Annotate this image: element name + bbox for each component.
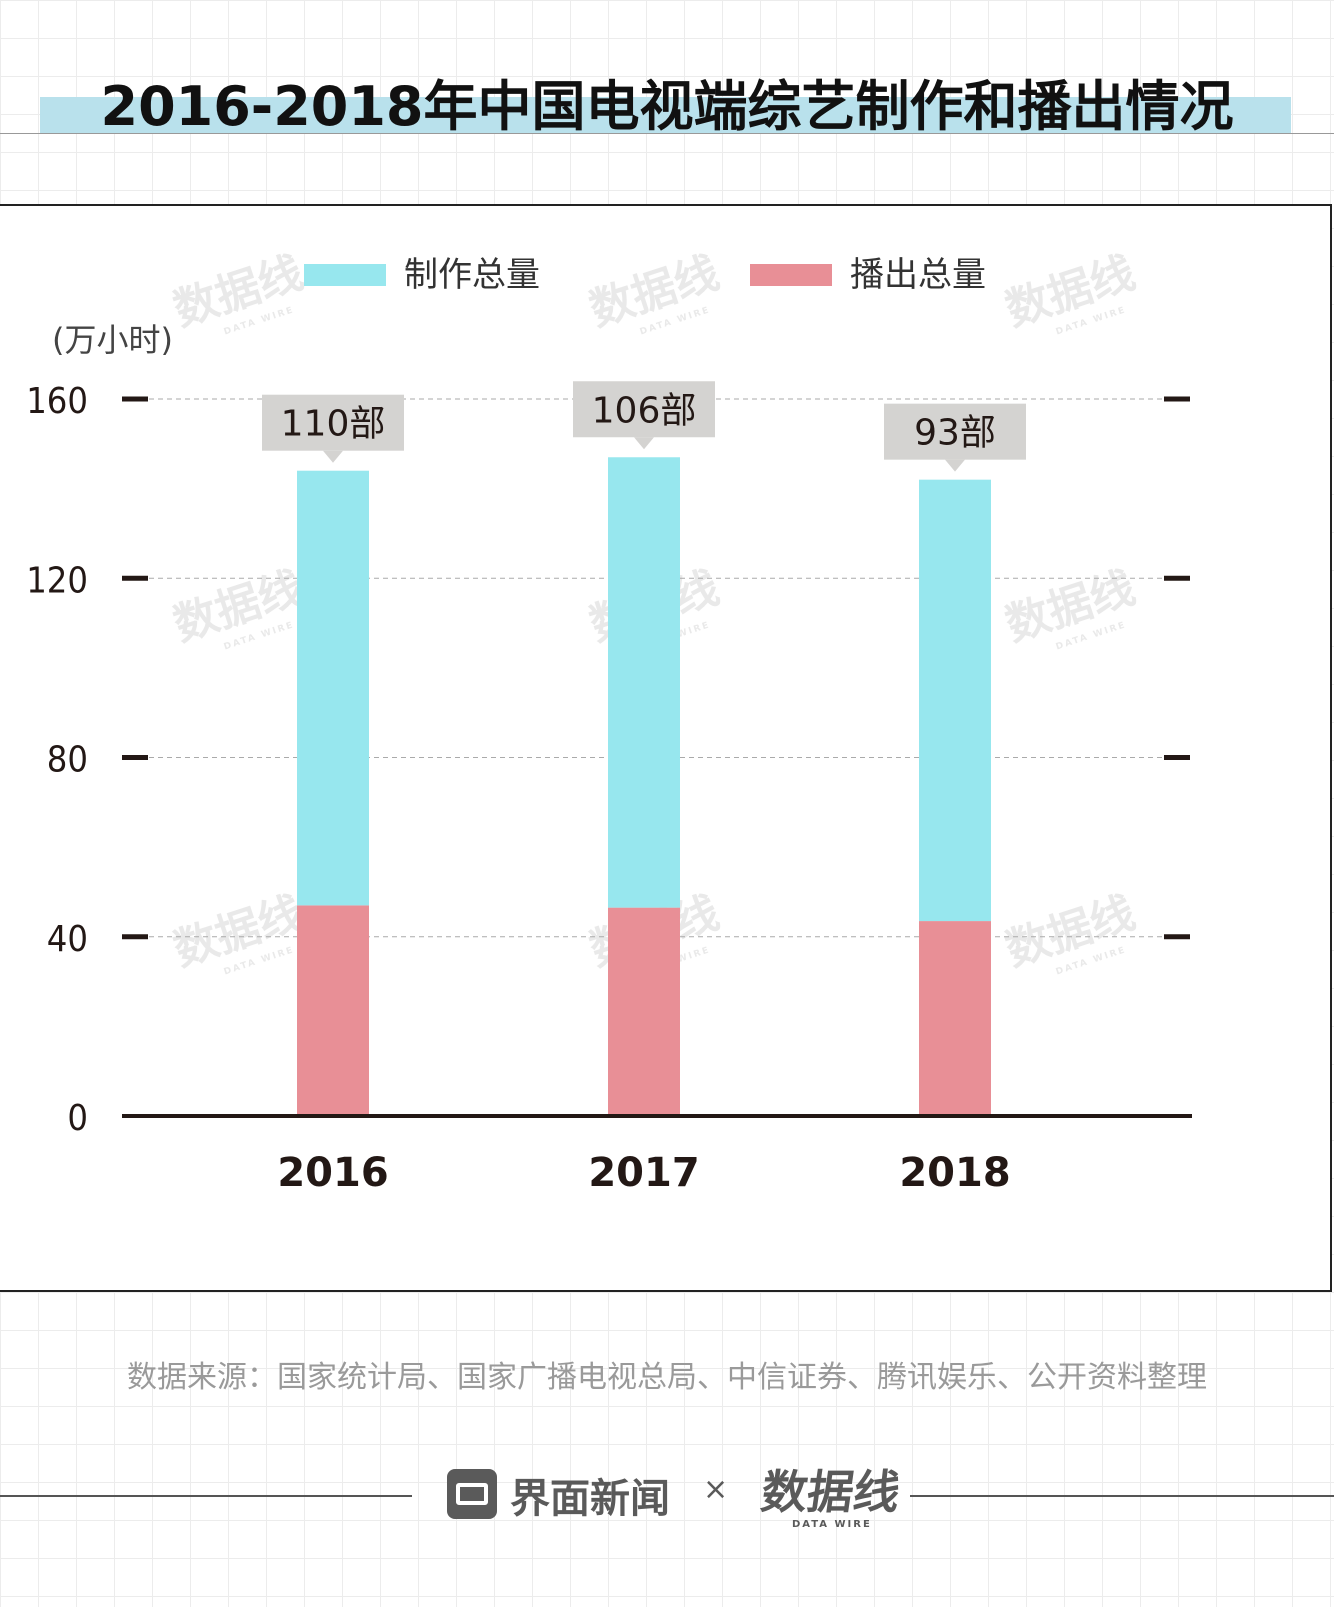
callout-pointer [945, 459, 965, 472]
callout-box [884, 403, 1026, 460]
bar-production-2016 [297, 470, 369, 906]
legend-label: 播出总量 [850, 255, 986, 295]
y-tick-label: 120 [26, 560, 88, 601]
y-tick-label: 40 [47, 919, 88, 960]
times-sign: × [703, 1472, 729, 1507]
bar-broadcast-2018 [919, 921, 991, 1116]
footer-divider-left [0, 1495, 412, 1497]
y-axis-label: (万小时) [52, 321, 173, 359]
page-title: 2016-2018年中国电视端综艺制作和播出情况 [100, 75, 1234, 138]
jiemian-logo-icon [447, 1469, 497, 1519]
data-source-note: 数据来源：国家统计局、国家广播电视总局、中信证券、腾讯娱乐、公开资料整理 [127, 1360, 1207, 1395]
callout-label: 110部 [281, 404, 386, 445]
title-rule [0, 133, 1334, 134]
callout-label: 93部 [914, 413, 996, 454]
x-tick-label: 2016 [277, 1150, 388, 1196]
legend-swatch [304, 264, 386, 286]
x-tick-label: 2017 [588, 1150, 699, 1196]
legend-label: 制作总量 [404, 255, 540, 295]
callout-box [262, 394, 404, 451]
callout-box [573, 381, 715, 438]
bar-broadcast-2017 [608, 907, 680, 1116]
footer-divider-right [910, 1495, 1334, 1497]
chart-panel: 数据线 DATA WIRE 数据线 DATA WIRE 数据线 DATA WIRE 数据线 D… [0, 204, 1332, 1292]
callout-pointer [323, 450, 343, 463]
bar-production-2018 [919, 479, 991, 922]
bar-broadcast-2016 [297, 905, 369, 1116]
bars-layer [297, 457, 991, 1116]
callout-label: 106部 [592, 390, 697, 431]
datawire-sub: DATA WIRE [792, 1519, 872, 1530]
y-tick-label: 0 [67, 1098, 88, 1139]
labels-layer: 110部 106部 93部 [262, 381, 1026, 472]
title-band [40, 97, 1291, 133]
axes-layer: 0 40 80 120 160 (万小时) 2016 2017 2018 [26, 321, 1192, 1196]
y-tick-label: 160 [26, 381, 88, 422]
legend-layer: 制作总量 播出总量 [304, 255, 986, 295]
callout-pointer [634, 437, 654, 450]
x-tick-label: 2018 [899, 1150, 1010, 1196]
datawire-logo: 数据线 [757, 1465, 904, 1519]
y-tick-label: 80 [47, 740, 88, 781]
bar-production-2017 [608, 457, 680, 908]
brand-name: 界面新闻 [510, 1476, 670, 1522]
legend-swatch [750, 264, 832, 286]
